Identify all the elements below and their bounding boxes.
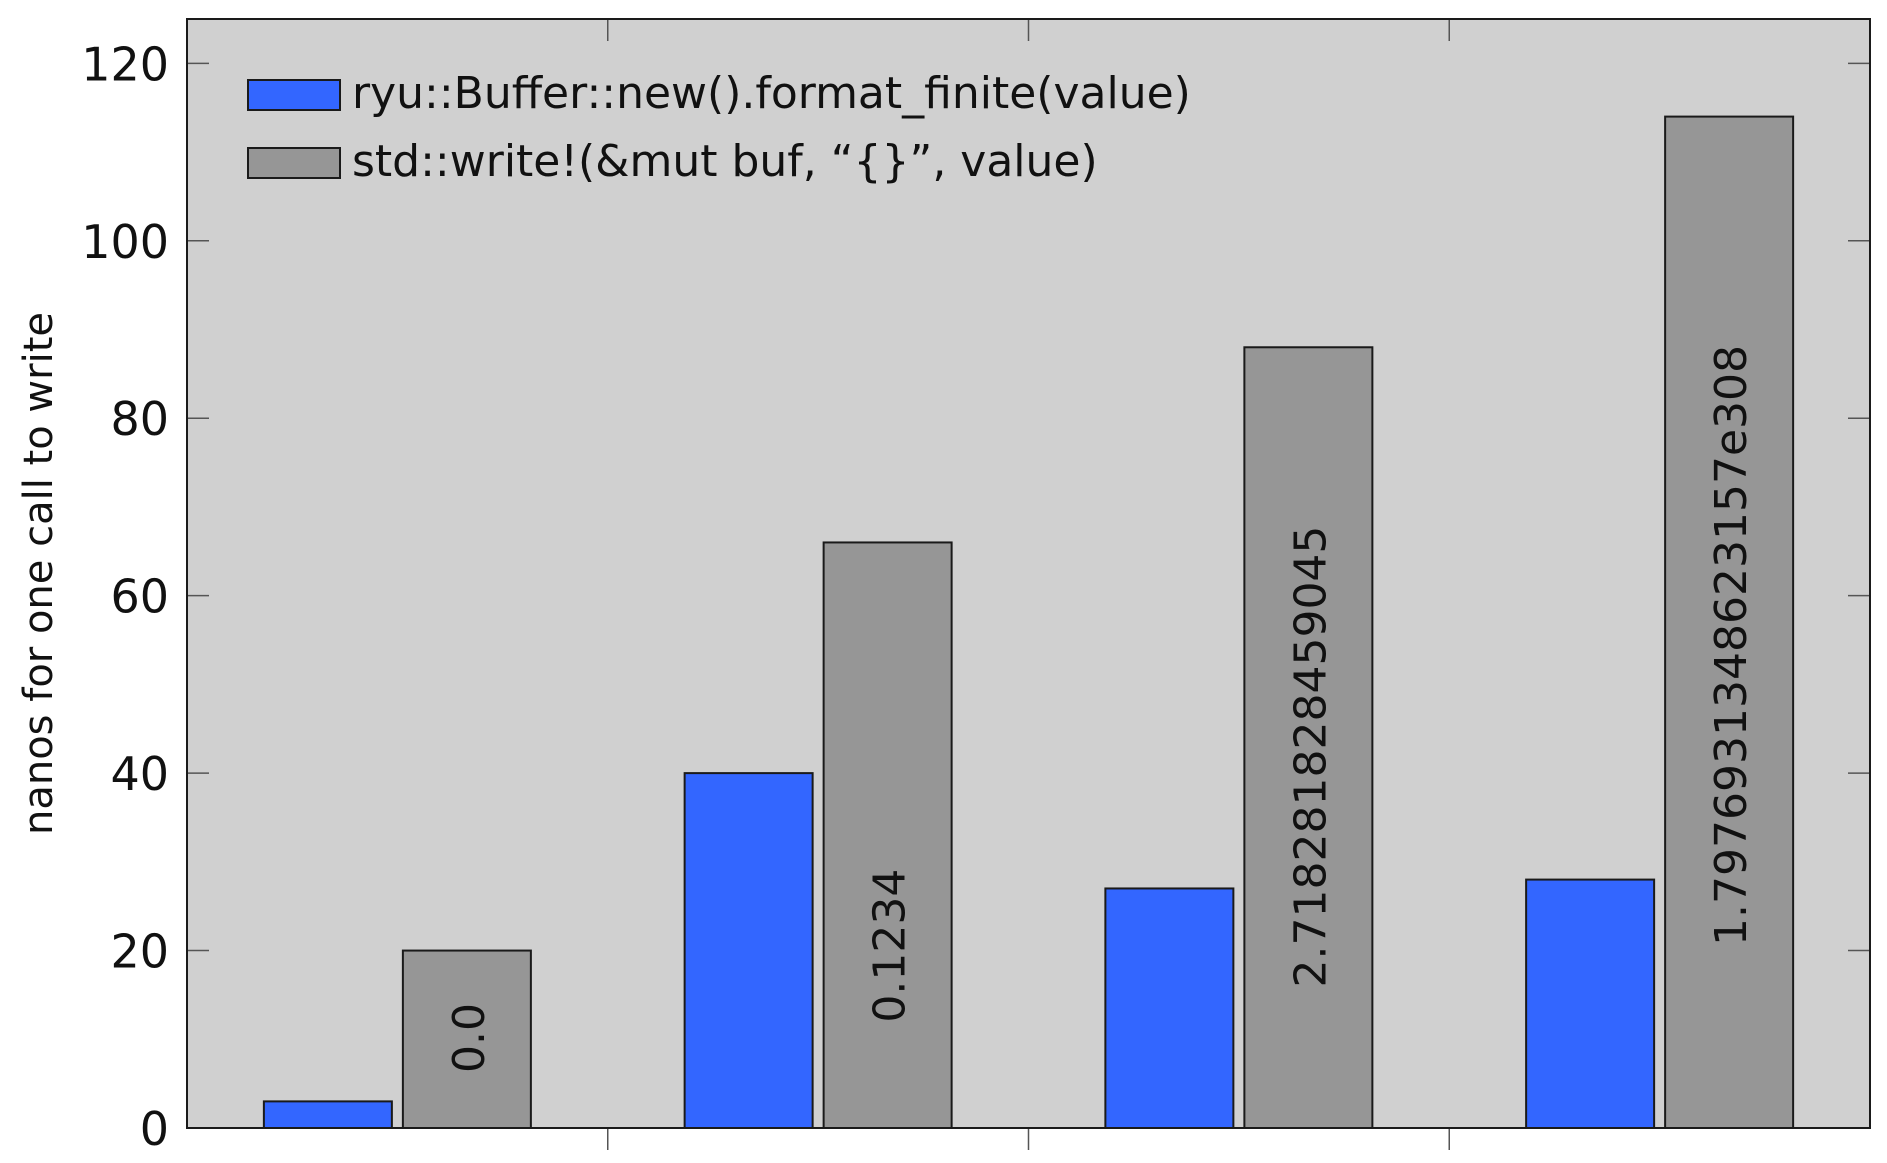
y-tick-label: 0 [140, 1102, 169, 1156]
category-label: 1.7976931348623157e308 [1706, 345, 1757, 946]
legend-label-std: std::write!(&mut buf, “{}”, value) [352, 136, 1098, 187]
category-label: 0.0 [444, 1003, 495, 1073]
bar-ryu [683, 772, 814, 1129]
y-tick-label: 40 [110, 747, 169, 801]
bar-ryu [1104, 887, 1235, 1129]
y-axis-label: nanos for one call to write [16, 312, 62, 835]
legend-swatch-ryu [247, 79, 341, 111]
bar-std [1664, 115, 1795, 1130]
plot-frame [186, 18, 1871, 1129]
category-label: 0.1234 [865, 869, 916, 1023]
y-tick-label: 100 [81, 215, 169, 269]
y-tick-label: 60 [110, 570, 169, 624]
y-tick-label: 80 [110, 392, 169, 446]
legend-label-ryu: ryu::Buffer::new().format_finite(value) [352, 68, 1191, 119]
category-label: 2.718281828459045 [1285, 526, 1336, 988]
y-tick-label: 20 [110, 925, 169, 979]
bar-std [822, 541, 953, 1129]
bar-ryu [1525, 878, 1656, 1129]
y-tick-label: 120 [81, 37, 169, 91]
bar-std [1243, 346, 1374, 1130]
bar-std [401, 949, 532, 1129]
legend-swatch-std [247, 147, 341, 179]
bar-ryu [262, 1100, 393, 1130]
